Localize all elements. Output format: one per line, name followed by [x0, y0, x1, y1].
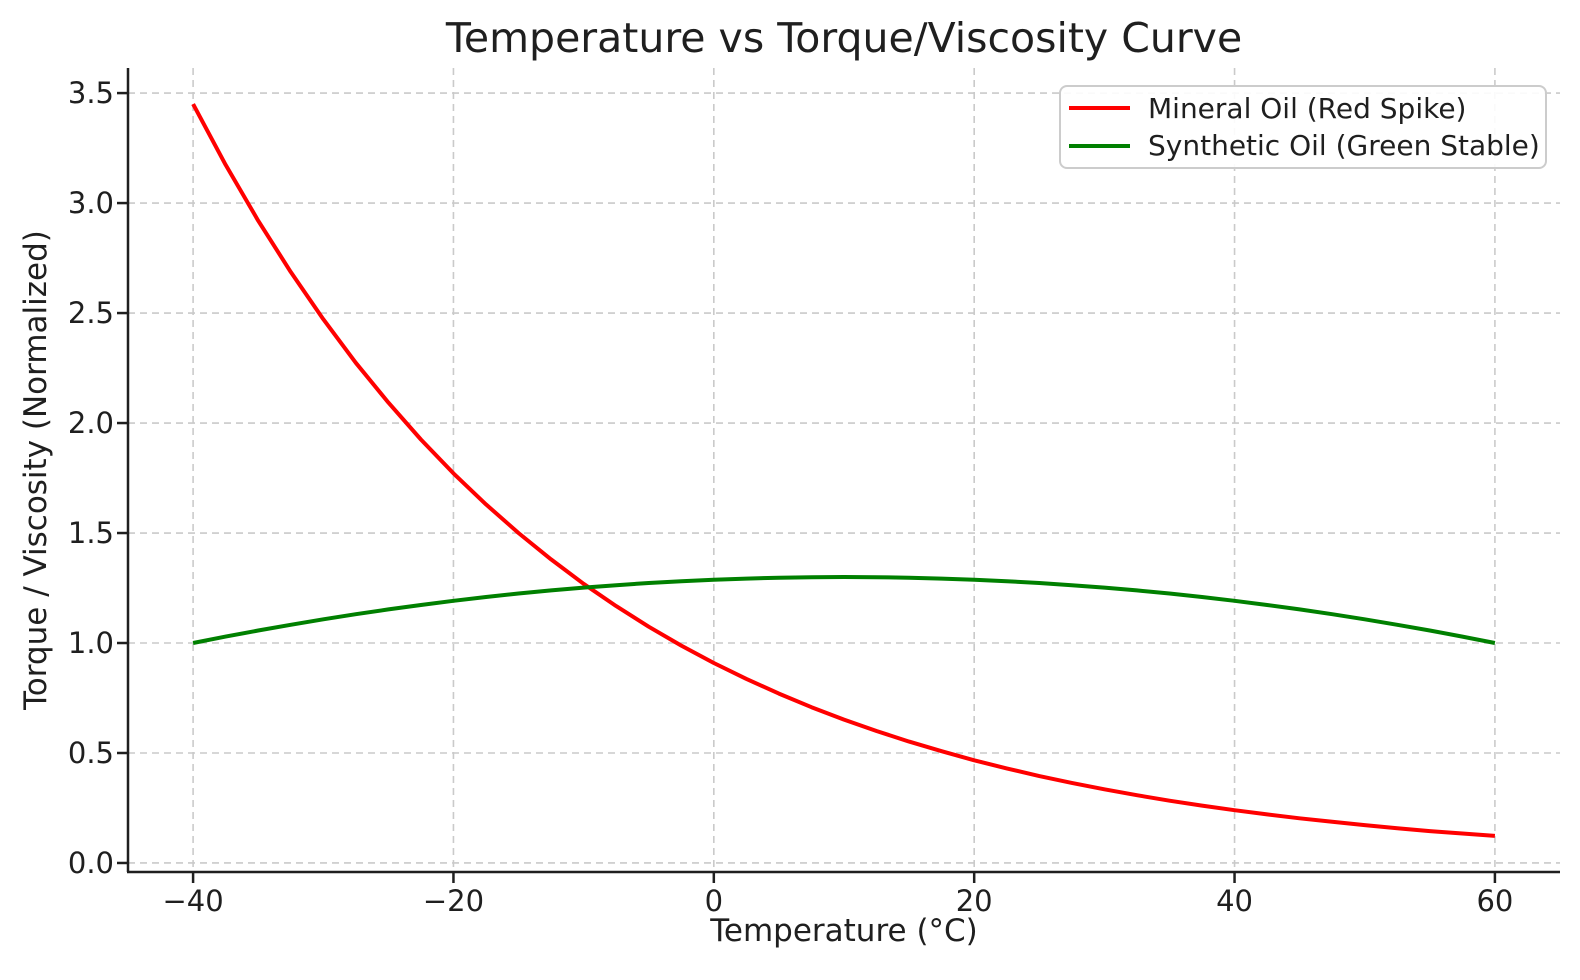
- y-tick-label: 2.5: [67, 296, 114, 331]
- x-tick-label: 0: [704, 884, 724, 918]
- y-tick-label: 1.0: [67, 626, 114, 660]
- x-tick-label: 60: [1476, 884, 1514, 918]
- y-tick-label: 3.0: [67, 186, 114, 221]
- x-tick-label: 20: [955, 884, 993, 918]
- legend-line-sample-green: [1069, 143, 1130, 148]
- legend: Mineral Oil (Red Spike) Synthetic Oil (G…: [1059, 85, 1547, 169]
- series-line-green: [192, 575, 1496, 645]
- chart-title: Temperature vs Torque/Viscosity Curve: [445, 14, 1243, 62]
- legend-label: Mineral Oil (Red Spike): [1148, 91, 1467, 125]
- legend-item-synthetic-oil: Synthetic Oil (Green Stable): [1061, 129, 1545, 162]
- legend-item-mineral-oil: Mineral Oil (Red Spike): [1061, 92, 1545, 125]
- x-tick-label: −40: [162, 884, 224, 918]
- x-tick-label: −20: [422, 884, 485, 918]
- x-axis-label: Temperature (°C): [710, 913, 978, 949]
- y-tick-label: 3.5: [67, 76, 114, 111]
- y-tick-label: 0.5: [67, 735, 114, 770]
- legend-line-sample-red: [1069, 106, 1130, 111]
- y-tick-label: 2.0: [67, 406, 114, 441]
- legend-label: Synthetic Oil (Green Stable): [1148, 129, 1540, 163]
- x-tick-label: 40: [1216, 884, 1253, 918]
- series-line-red: [191, 103, 1496, 838]
- y-tick-label: 1.5: [67, 516, 114, 551]
- y-tick-label: 0.0: [67, 845, 114, 880]
